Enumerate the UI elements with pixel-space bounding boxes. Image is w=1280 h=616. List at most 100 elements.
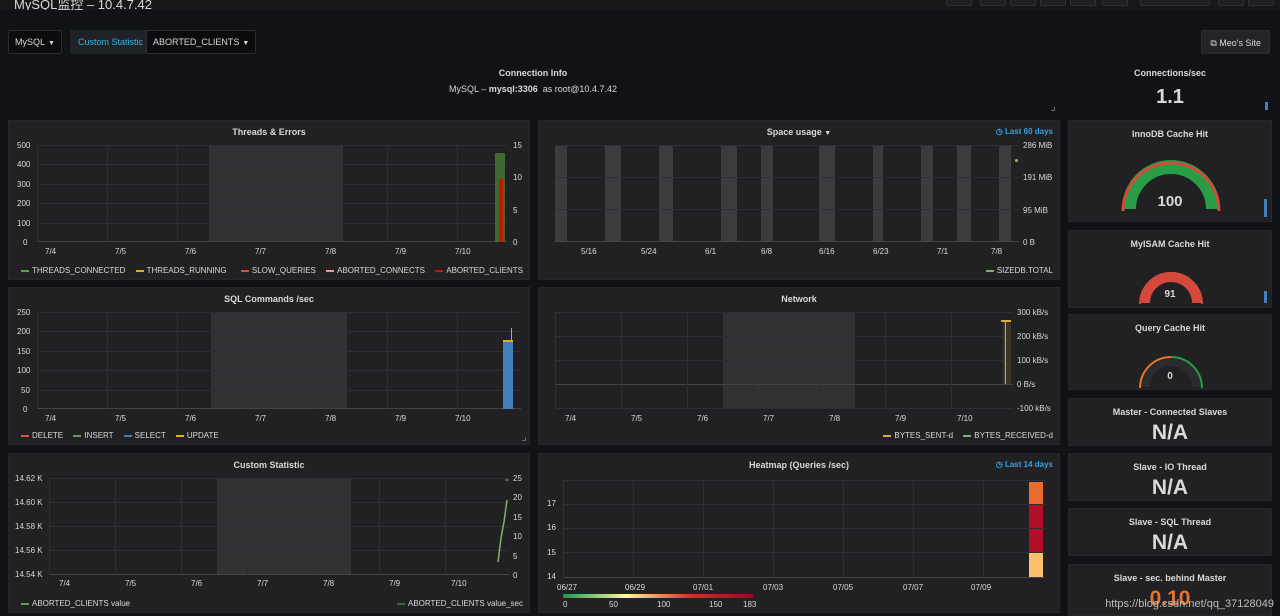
legend-item[interactable]: SIZEDB.TOTAL	[996, 266, 1053, 275]
y-tick: 150	[17, 347, 31, 356]
update-spike	[511, 328, 512, 342]
cycle-view-icon[interactable]	[1102, 0, 1128, 6]
legend-item[interactable]: THREADS_RUNNING	[146, 266, 227, 275]
innodb-title: InnoDB Cache Hit	[1131, 129, 1208, 139]
scale-tick: 100	[657, 600, 671, 609]
sql-title: SQL Commands /sec	[224, 294, 314, 304]
y-tick: 0	[23, 405, 28, 414]
legend-item[interactable]: THREADS_CONNECTED	[32, 266, 126, 275]
x-tick: 7/5	[115, 414, 127, 423]
slave-behind-value: 0.10	[1149, 587, 1191, 610]
time-region	[211, 312, 347, 409]
heatmap-cell	[1029, 553, 1043, 577]
clock-icon: ◷	[995, 460, 1005, 469]
y-tick-right: 191 MiB	[1023, 173, 1053, 182]
heatmap-cell	[1029, 529, 1043, 552]
x-tick: 7/8	[991, 247, 1003, 256]
space-plot[interactable]	[555, 145, 1019, 242]
select-bar	[503, 340, 513, 409]
x-tick: 6/23	[873, 247, 889, 256]
x-tick: 7/7	[255, 247, 267, 256]
time-override-text: Last 14 days	[1004, 460, 1053, 469]
y-tick: 200	[17, 327, 31, 336]
meos-site-link[interactable]: ⧉ Meo's Site	[1201, 30, 1270, 54]
space-band	[819, 145, 835, 242]
myisam-title: MyISAM Cache Hit	[1130, 239, 1210, 249]
y-tick-right: 200 kB/s	[1017, 332, 1049, 341]
space-band	[761, 145, 773, 242]
datasource-dropdown[interactable]: MySQL ▼	[8, 30, 62, 54]
innodb-value: 100	[1157, 193, 1183, 210]
master-slaves-panel: Master - Connected Slaves N/A	[1068, 398, 1272, 446]
caret-down-icon: ▼	[242, 40, 250, 47]
legend-item[interactable]: DELETE	[32, 431, 64, 440]
network-plot[interactable]	[555, 312, 1013, 409]
y-tick-right: 20	[513, 493, 522, 502]
y-tick: 14	[547, 572, 556, 581]
top-navbar: MySQL监控 – 10.4.7.42	[0, 0, 1280, 10]
x-tick: 07/05	[833, 583, 854, 592]
y-tick: 500	[17, 141, 31, 150]
connection-info-panel: Connection Info MySQL – mysql:3306 as ro…	[8, 62, 1058, 114]
space-band	[999, 145, 1011, 242]
time-override: ◷ Last 60 days	[996, 127, 1053, 136]
resize-handle[interactable]	[1051, 107, 1055, 111]
query-cache-gauge	[1139, 356, 1203, 389]
x-tick: 7/8	[325, 414, 337, 423]
custom-legend-right: ABORTED_CLIENTS value_sec	[389, 599, 523, 608]
caret-down-icon: ▼	[48, 40, 55, 47]
share-icon[interactable]	[1010, 0, 1036, 6]
custom-statistic-panel: Custom Statistic 14.62 K 14.60 K 14.58 K…	[8, 453, 530, 613]
threads-errors-panel: Threads & Errors 500 400 300 200 100 0 1…	[8, 120, 530, 280]
sql-plot[interactable]	[37, 312, 521, 409]
legend-item[interactable]: ABORTED_CLIENTS value_sec	[407, 599, 523, 608]
legend-item[interactable]: UPDATE	[186, 431, 219, 440]
x-tick: 7/7	[763, 414, 775, 423]
graph-icon[interactable]	[946, 0, 972, 6]
refresh-icon[interactable]	[1248, 0, 1274, 6]
heatmap-title: Heatmap (Queries /sec)	[748, 460, 850, 470]
watermark: https://blog.csdn.net/qq_37128049	[1105, 598, 1274, 610]
resize-handle[interactable]	[522, 437, 526, 441]
save-icon[interactable]	[1040, 0, 1066, 6]
legend-item[interactable]: SELECT	[134, 431, 166, 440]
query-cache-title: Query Cache Hit	[1134, 323, 1206, 333]
heatmap-plot[interactable]	[563, 480, 1045, 578]
legend-item[interactable]: BYTES_RECEIVED-d	[974, 431, 1053, 440]
x-tick: 7/6	[191, 579, 203, 588]
scale-tick: 183	[743, 600, 757, 609]
slave-behind-title: Slave - sec. behind Master	[1113, 573, 1227, 583]
y-tick-right: 0	[513, 238, 518, 247]
statistic-dropdown[interactable]: ABORTED_CLIENTS ▼	[146, 30, 257, 54]
legend-item[interactable]: BYTES_SENT-d	[894, 431, 954, 440]
legend-item[interactable]: ABORTED_CLIENTS value	[32, 599, 131, 608]
legend-item[interactable]: SLOW_QUERIES	[251, 266, 316, 275]
y-tick: 16	[547, 523, 556, 532]
custom-plot[interactable]	[49, 478, 509, 575]
bytes-sent-cap	[1001, 320, 1011, 322]
network-legend: BYTES_SENT-d BYTES_RECEIVED-d	[875, 431, 1053, 440]
threads-plot[interactable]	[37, 145, 507, 242]
legend-item[interactable]: ABORTED_CONNECTS	[337, 266, 425, 275]
legend-item[interactable]: INSERT	[84, 431, 114, 440]
y-tick: 400	[17, 160, 31, 169]
dashboard-title[interactable]: MySQL监控 – 10.4.7.42	[14, 0, 153, 10]
x-tick: 7/5	[115, 247, 127, 256]
y-tick-right: 10	[513, 532, 522, 541]
time-picker[interactable]	[1140, 0, 1210, 6]
slave-sql-title: Slave - SQL Thread	[1128, 517, 1212, 527]
custom-statistic-label: Custom Statistic	[70, 30, 152, 54]
legend-item[interactable]: ABORTED_CLIENTS	[446, 266, 523, 275]
connections-title: Connections/sec	[1133, 68, 1207, 78]
heatmap-cell	[1029, 482, 1043, 504]
query-cache-gauge-panel: Query Cache Hit 0	[1068, 314, 1272, 390]
space-title[interactable]: Space usage ▼	[539, 127, 1059, 137]
y-tick-right: 0 B	[1023, 238, 1036, 247]
settings-icon[interactable]	[1070, 0, 1096, 6]
myisam-gauge	[1139, 272, 1203, 305]
star-icon[interactable]	[980, 0, 1006, 6]
y-tick: 300	[17, 180, 31, 189]
x-tick: 7/9	[395, 414, 407, 423]
update-line	[503, 340, 513, 342]
zoom-out-icon[interactable]	[1218, 0, 1244, 6]
